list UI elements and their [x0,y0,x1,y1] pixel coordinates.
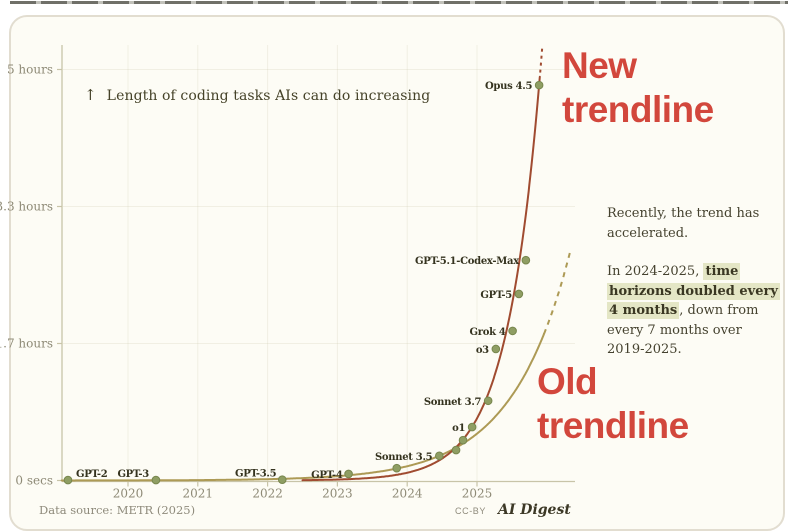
chart-title-text: Length of coding tasks AIs can do increa… [106,88,431,104]
side-note-paragraph-1: Recently, the trend has accelerated. [607,206,760,241]
side-note-paragraph-2: In 2024-2025, time horizons doubled ever… [607,262,781,360]
data-source-caption: Data source: METR (2025) [39,503,196,517]
side-note: Recently, the trend has accelerated. In … [607,204,781,360]
new-trendline-label: New trendline [562,45,714,130]
side-note-text: , down from every 7 months over 2019-202… [607,303,759,357]
chart-title: ↑ Length of coding tasks AIs can do incre… [84,86,430,104]
window-top-edge [10,1,788,4]
old-trendline-label: Old trendline [537,361,689,446]
license-row: CC-BY AI Digest [455,502,571,518]
side-note-text: In 2024-2025, [607,264,704,279]
ai-digest-logo: AI Digest [498,502,571,518]
up-arrow-icon: ↑ [84,86,97,104]
license-badge: CC-BY [455,506,487,516]
